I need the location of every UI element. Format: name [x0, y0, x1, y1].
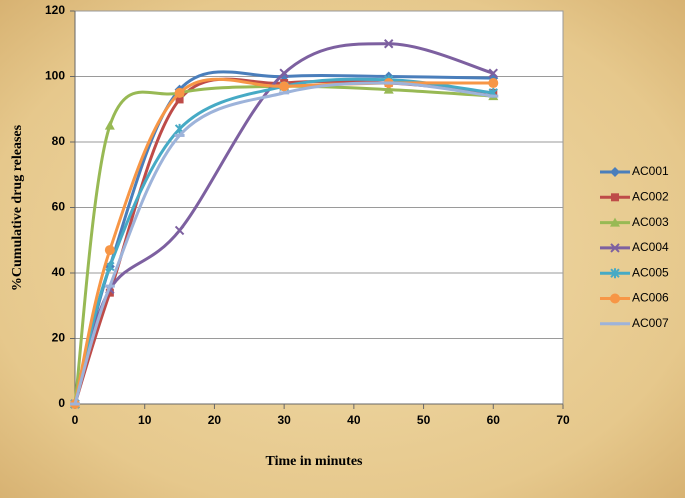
x-tick-label: 70 — [556, 413, 570, 427]
legend-label: AC006 — [632, 291, 669, 305]
y-tick-label: 120 — [45, 3, 65, 17]
data-point — [174, 225, 185, 236]
y-tick-label: 100 — [45, 69, 65, 83]
data-point — [175, 95, 184, 104]
legend-marker — [611, 193, 619, 202]
data-point — [488, 68, 498, 78]
legend-marker — [610, 243, 620, 253]
y-tick-label: 20 — [52, 331, 66, 345]
legend-marker — [610, 217, 620, 227]
series-line — [73, 77, 494, 405]
x-axis-title: Time in minutes — [266, 454, 364, 469]
data-point — [104, 120, 115, 130]
x-tick-label: 40 — [347, 413, 361, 427]
data-point — [488, 78, 499, 89]
legend-label: AC007 — [632, 316, 669, 330]
data-point — [104, 245, 115, 256]
legend-marker — [610, 268, 620, 279]
data-point — [384, 39, 394, 49]
x-tick-label: 50 — [417, 413, 431, 427]
y-axis-title: %Cumulative drug releases — [10, 124, 25, 291]
x-tick-label: 60 — [487, 413, 501, 427]
legend-marker — [610, 167, 620, 177]
y-tick-label: 0 — [58, 396, 65, 410]
x-tick-label: 30 — [277, 413, 291, 427]
data-point — [279, 81, 290, 92]
y-tick-label: 40 — [52, 265, 66, 279]
y-tick-label: 60 — [52, 200, 66, 214]
y-tick-label: 80 — [52, 134, 66, 148]
data-point — [105, 261, 115, 272]
legend-label: AC001 — [632, 164, 669, 178]
legend-label: AC002 — [632, 189, 669, 203]
x-tick-label: 10 — [138, 413, 152, 427]
legend-label: AC005 — [632, 265, 669, 279]
data-point — [105, 288, 114, 297]
data-point — [174, 87, 185, 98]
data-point — [279, 68, 289, 78]
x-tick-label: 0 — [72, 413, 79, 427]
data-point — [383, 84, 394, 94]
x-tick-label: 20 — [208, 413, 222, 427]
series-line — [73, 81, 494, 405]
legend-marker — [610, 293, 620, 304]
legend-label: AC004 — [632, 240, 669, 254]
legend-label: AC003 — [632, 215, 669, 229]
